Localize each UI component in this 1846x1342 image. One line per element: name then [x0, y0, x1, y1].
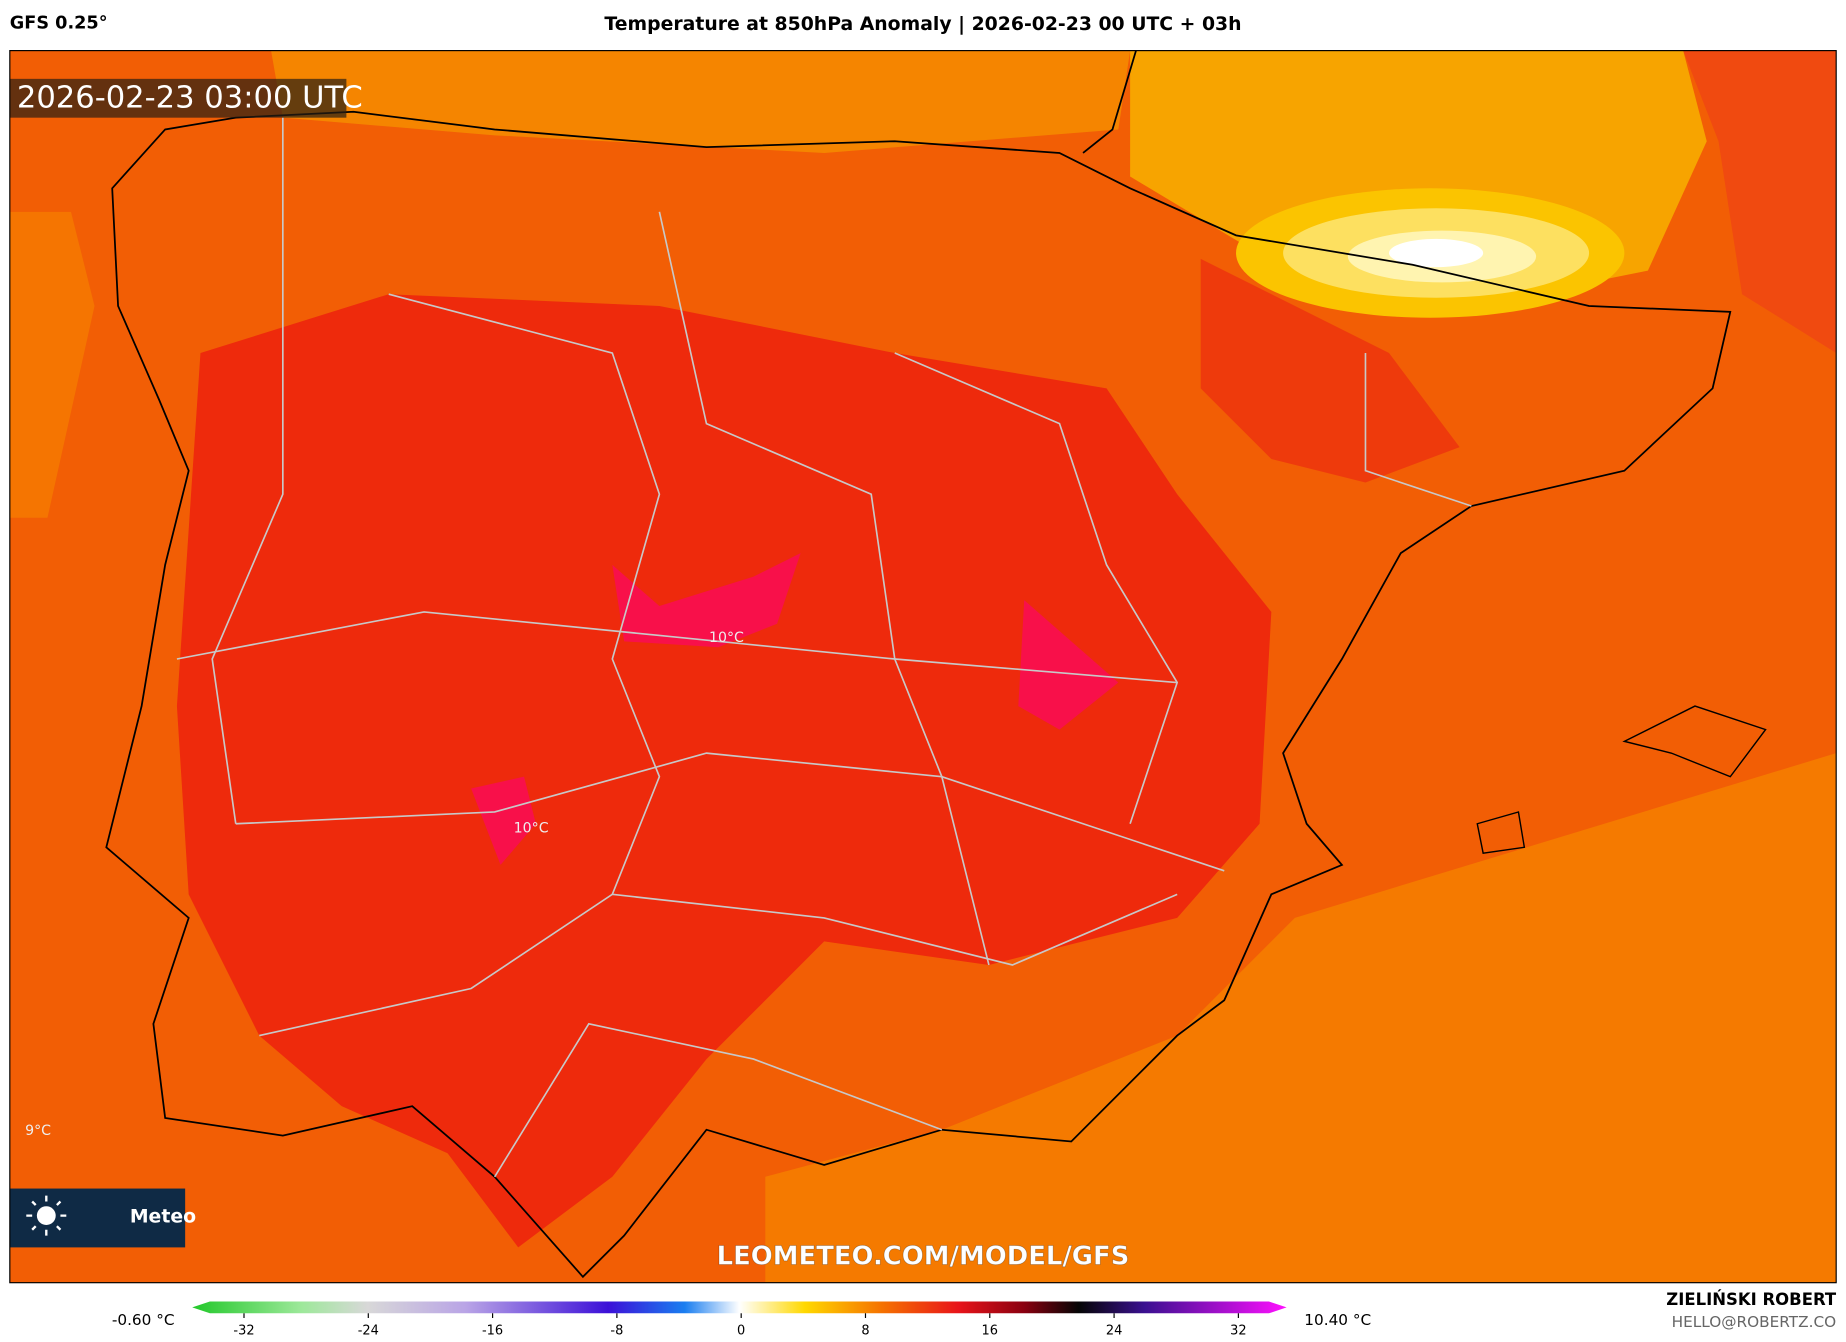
colorbar-tick-label: 16 — [982, 1323, 998, 1338]
credit-author: ZIELIŃSKI ROBERT — [1666, 1290, 1837, 1309]
colorbar-tick-label: 24 — [1106, 1323, 1122, 1338]
colorbar — [192, 1301, 1287, 1314]
map: 2026-02-23 03:00 UTC 10°C 10°C 9°C LEOME… — [9, 50, 1837, 1283]
contour-label: 10°C — [514, 820, 549, 836]
colorbar-max: 10.40 °C — [1304, 1311, 1371, 1329]
logo-sun — [36, 1206, 56, 1226]
colorbar-tick-label: -32 — [233, 1323, 254, 1338]
colorbar-tick-label: 8 — [861, 1323, 869, 1338]
colorbar-min: -0.60 °C — [112, 1311, 175, 1329]
watermark: LEOMETEO.COM/MODEL/GFS — [717, 1241, 1130, 1271]
colorbar-tick-label: -16 — [482, 1323, 503, 1338]
colorbar-tick-label: -8 — [610, 1323, 623, 1338]
contour-label: 10°C — [709, 630, 744, 646]
colorbar-tick-label: 0 — [737, 1323, 745, 1338]
colorbar-tick-label: 32 — [1230, 1323, 1246, 1338]
map-title: Temperature at 850hPa Anomaly | 2026-02-… — [604, 14, 1241, 35]
contour-label: 9°C — [25, 1123, 51, 1139]
timestamp: 2026-02-23 03:00 UTC — [17, 80, 363, 115]
colorbar-tick-label: -24 — [358, 1323, 379, 1338]
model-label: GFS 0.25° — [10, 14, 108, 34]
credit-contact: HELLO@ROBERTZ.CO — [1672, 1313, 1837, 1331]
logo-text: Meteo — [130, 1206, 196, 1227]
map-frame — [9, 50, 1837, 1284]
colorbar-ticks: -32 -24 -16 -8 0 8 16 24 32 — [233, 1313, 1247, 1338]
